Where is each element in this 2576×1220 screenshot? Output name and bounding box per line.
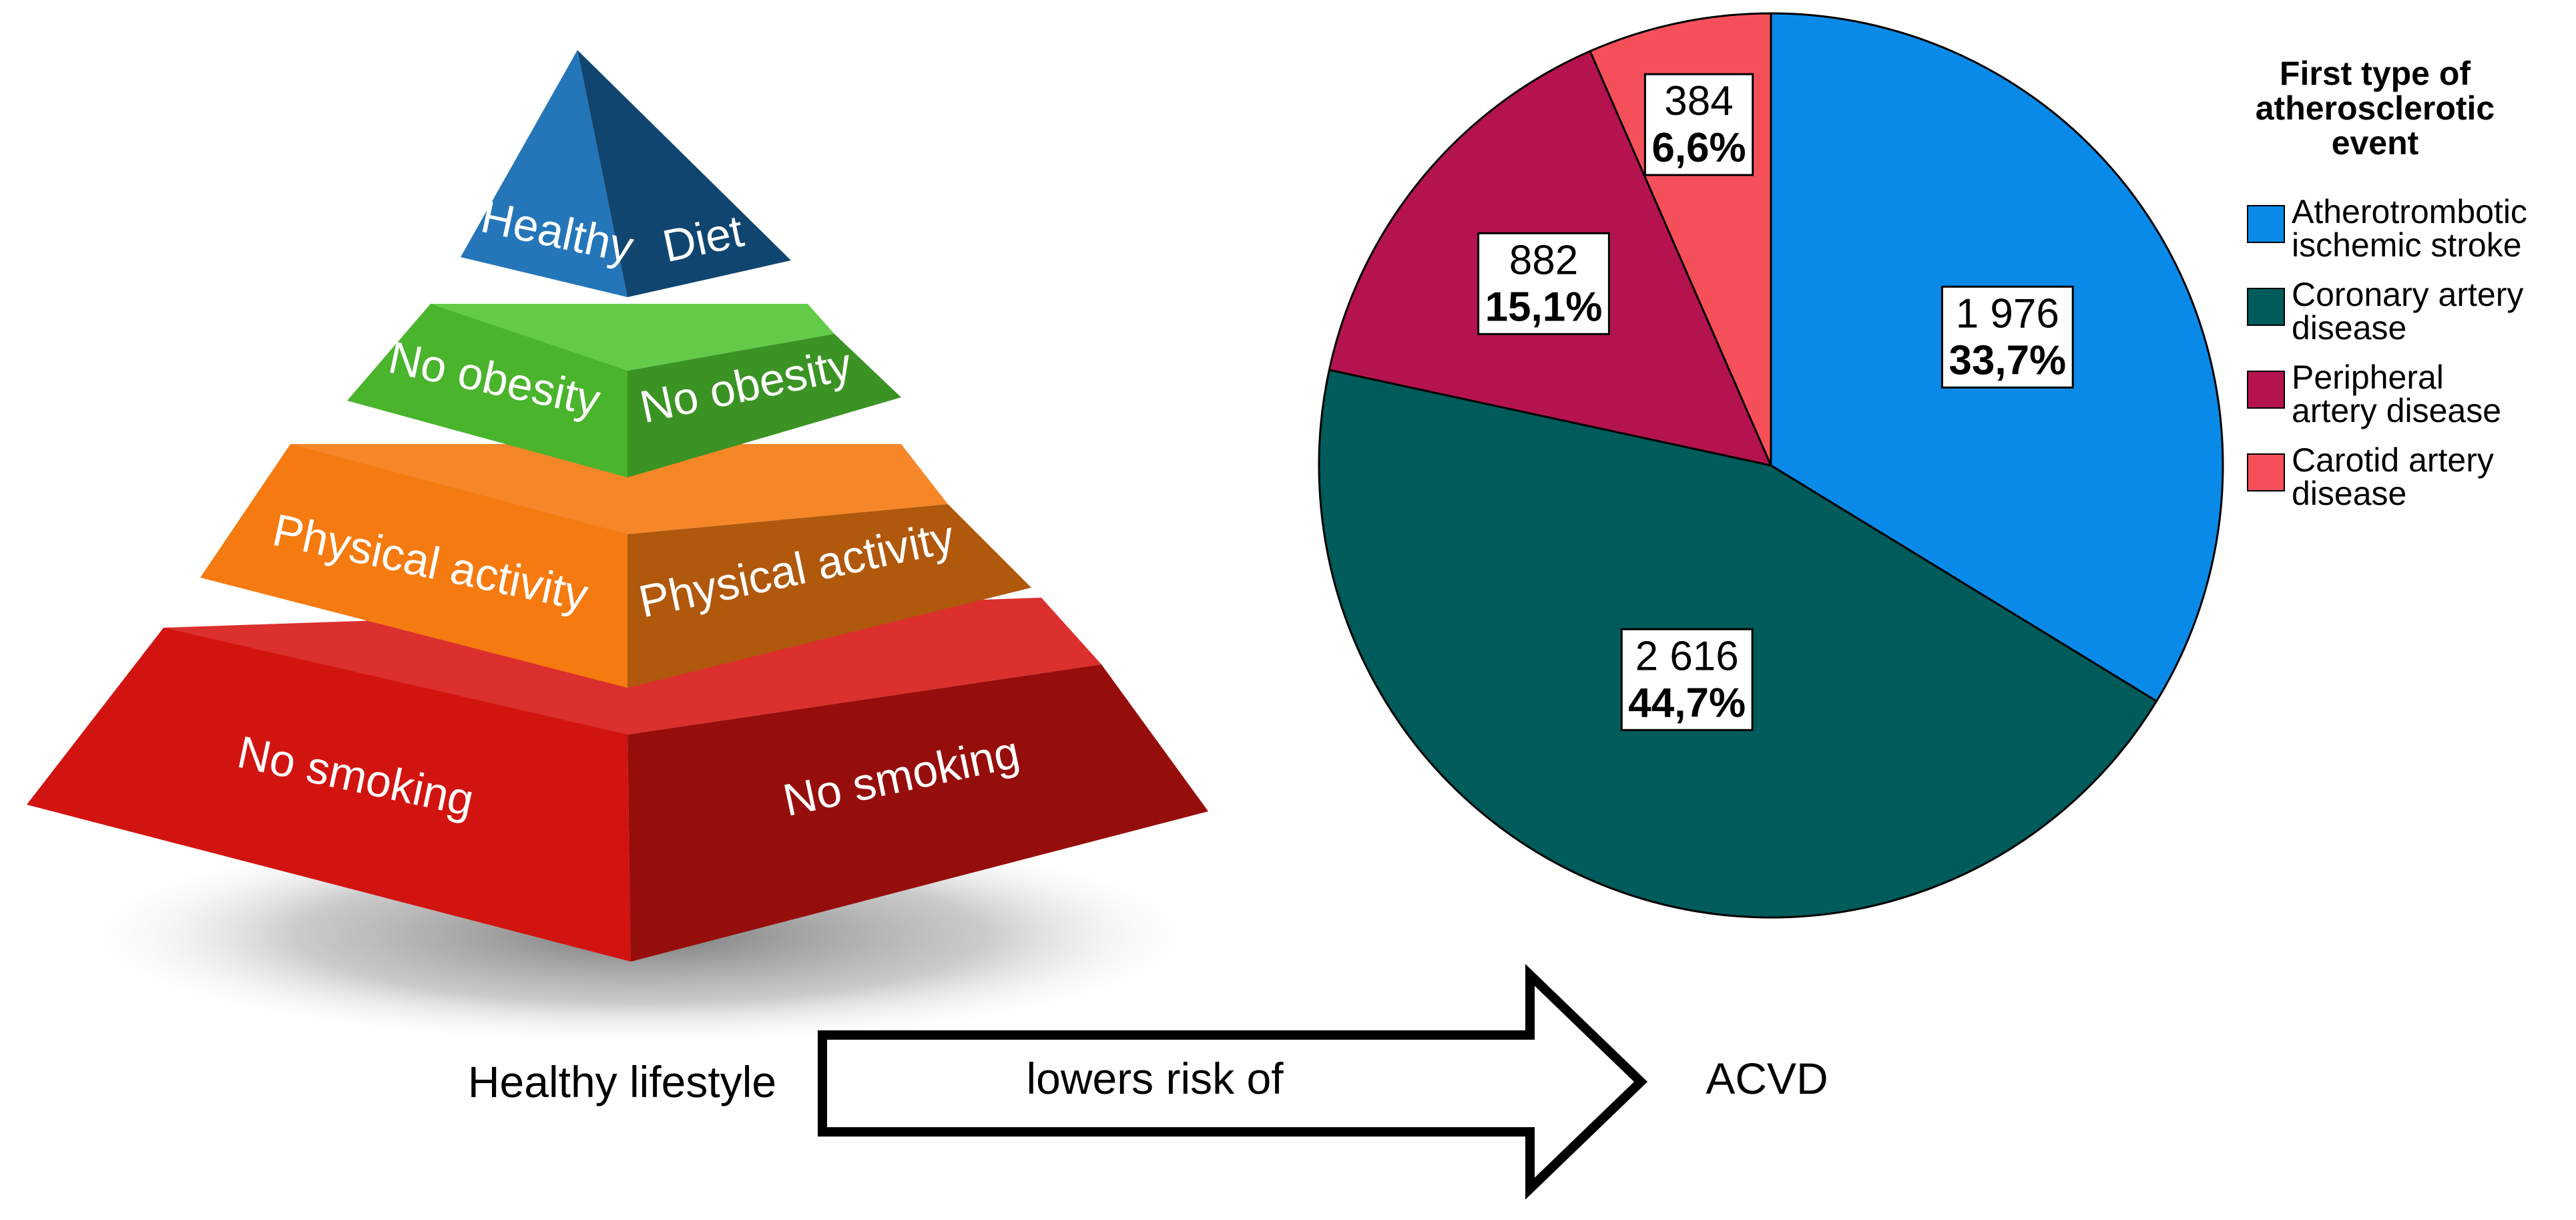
obesity-top-face xyxy=(431,304,834,371)
legend-label-line: Carotid artery xyxy=(2292,441,2494,479)
flow-arrow xyxy=(818,964,1648,1200)
legend-label-line: Peripheral xyxy=(2292,359,2444,396)
smoking-left-face xyxy=(27,628,631,962)
pie-data-label-box xyxy=(1477,232,1610,335)
legend-title-line: First type of xyxy=(2280,55,2471,92)
pyramid-level-activity xyxy=(200,444,1031,688)
obesity-left-face xyxy=(347,304,627,477)
pie-value-label: 384 xyxy=(1664,78,1733,124)
legend-label-line: Coronary artery xyxy=(2292,276,2523,313)
activity-right-face xyxy=(627,504,1031,688)
pie-data-label-box xyxy=(1620,628,1754,731)
legend-title-line: atherosclerotic xyxy=(2256,89,2495,127)
pie-data-label-box xyxy=(1941,285,2074,389)
flow-arrow-label: lowers risk of xyxy=(1026,1054,1284,1103)
pyramid-level-obesity xyxy=(347,304,901,477)
pyramid-level-diet xyxy=(461,50,791,297)
flow-right-label: ACVD xyxy=(1706,1054,1828,1103)
flow-left-label: Healthy lifestyle xyxy=(468,1057,776,1106)
legend-swatch xyxy=(2247,288,2285,326)
diet-right-face xyxy=(577,50,791,297)
diet-left-face xyxy=(461,50,627,297)
pie-value-label: 1 976 xyxy=(1956,290,2059,337)
legend-label-line: disease xyxy=(2292,475,2406,512)
pyramid-level-smoking xyxy=(27,598,1208,962)
activity-left-face xyxy=(200,444,627,688)
pie-percent-label: 44,7% xyxy=(1628,680,1746,726)
legend-label-line: ischemic stroke xyxy=(2292,226,2522,264)
legend-swatch xyxy=(2247,371,2285,409)
legend-title-line: event xyxy=(2332,124,2419,162)
pie-percent-label: 33,7% xyxy=(1949,337,2066,383)
pie-value-label: 882 xyxy=(1509,237,1578,283)
pie-percent-label: 6,6% xyxy=(1651,125,1746,171)
pie-value-label: 2 616 xyxy=(1635,633,1739,679)
pie-percent-label: 15,1% xyxy=(1485,284,1603,330)
smoking-right-face xyxy=(627,664,1208,962)
legend-label-line: artery disease xyxy=(2292,392,2501,429)
legend-swatch xyxy=(2247,205,2285,243)
legend-swatch xyxy=(2247,453,2285,491)
lifestyle-pyramid: Healthy Diet No obesity No obesity Physi… xyxy=(27,50,1215,1048)
legend-label-line: Atherotrombotic xyxy=(2292,193,2527,230)
legend-label-line: disease xyxy=(2292,309,2406,347)
obesity-right-face xyxy=(627,334,901,477)
flow-row: Healthy lifestyle lowers risk of ACVD xyxy=(468,964,1828,1200)
pie-data-label-box xyxy=(1643,73,1754,176)
